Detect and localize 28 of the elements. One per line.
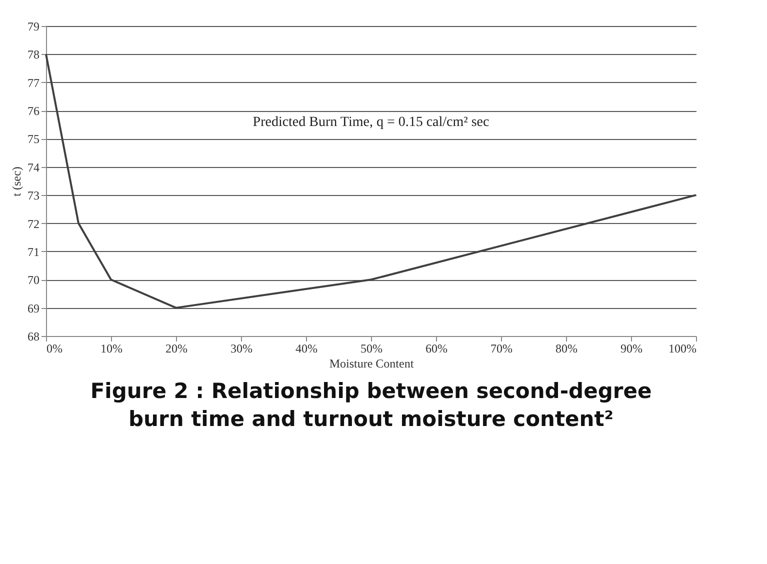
x-tick-label: 0%: [46, 342, 62, 356]
x-tick-label: 30%: [230, 342, 252, 356]
y-tick-label: 69: [28, 301, 40, 316]
y-tick-label: 74: [28, 160, 40, 174]
y-tick-label: 70: [28, 273, 40, 288]
y-tick-label: 76: [28, 104, 40, 118]
y-tick-label: 73: [28, 188, 40, 203]
x-tick-label: 20%: [166, 342, 188, 356]
x-tick-label: 70%: [490, 342, 512, 356]
x-tick-label: 100%: [668, 342, 696, 356]
y-tick-label: 78: [28, 48, 40, 62]
x-axis-title: Moisture Content: [329, 356, 414, 370]
y-tick-label: 72: [28, 216, 40, 231]
x-tick-label: 10%: [100, 342, 122, 356]
x-tick-label: 90%: [620, 342, 642, 356]
x-tick-label: 40%: [296, 342, 318, 356]
x-tick-label: 60%: [426, 342, 448, 356]
line-series: [45, 53, 697, 309]
x-tick-label: 50%: [360, 342, 382, 356]
annotation: Predicted Burn Time, q = 0.15 cal/cm² sec: [252, 115, 490, 130]
y-tick-label: 79: [28, 20, 40, 34]
y-tick-label: 68: [28, 330, 40, 344]
y-tick-label: 75: [28, 132, 40, 146]
y-axis-title: t (sec): [10, 166, 24, 196]
x-tick-label: 80%: [556, 342, 578, 356]
y-tick-label: 71: [28, 244, 40, 259]
text: Figure 2 : Relationship between second-degree burn time and turnout moisture content²: [90, 379, 652, 431]
y-tick-label: 77: [28, 76, 40, 90]
